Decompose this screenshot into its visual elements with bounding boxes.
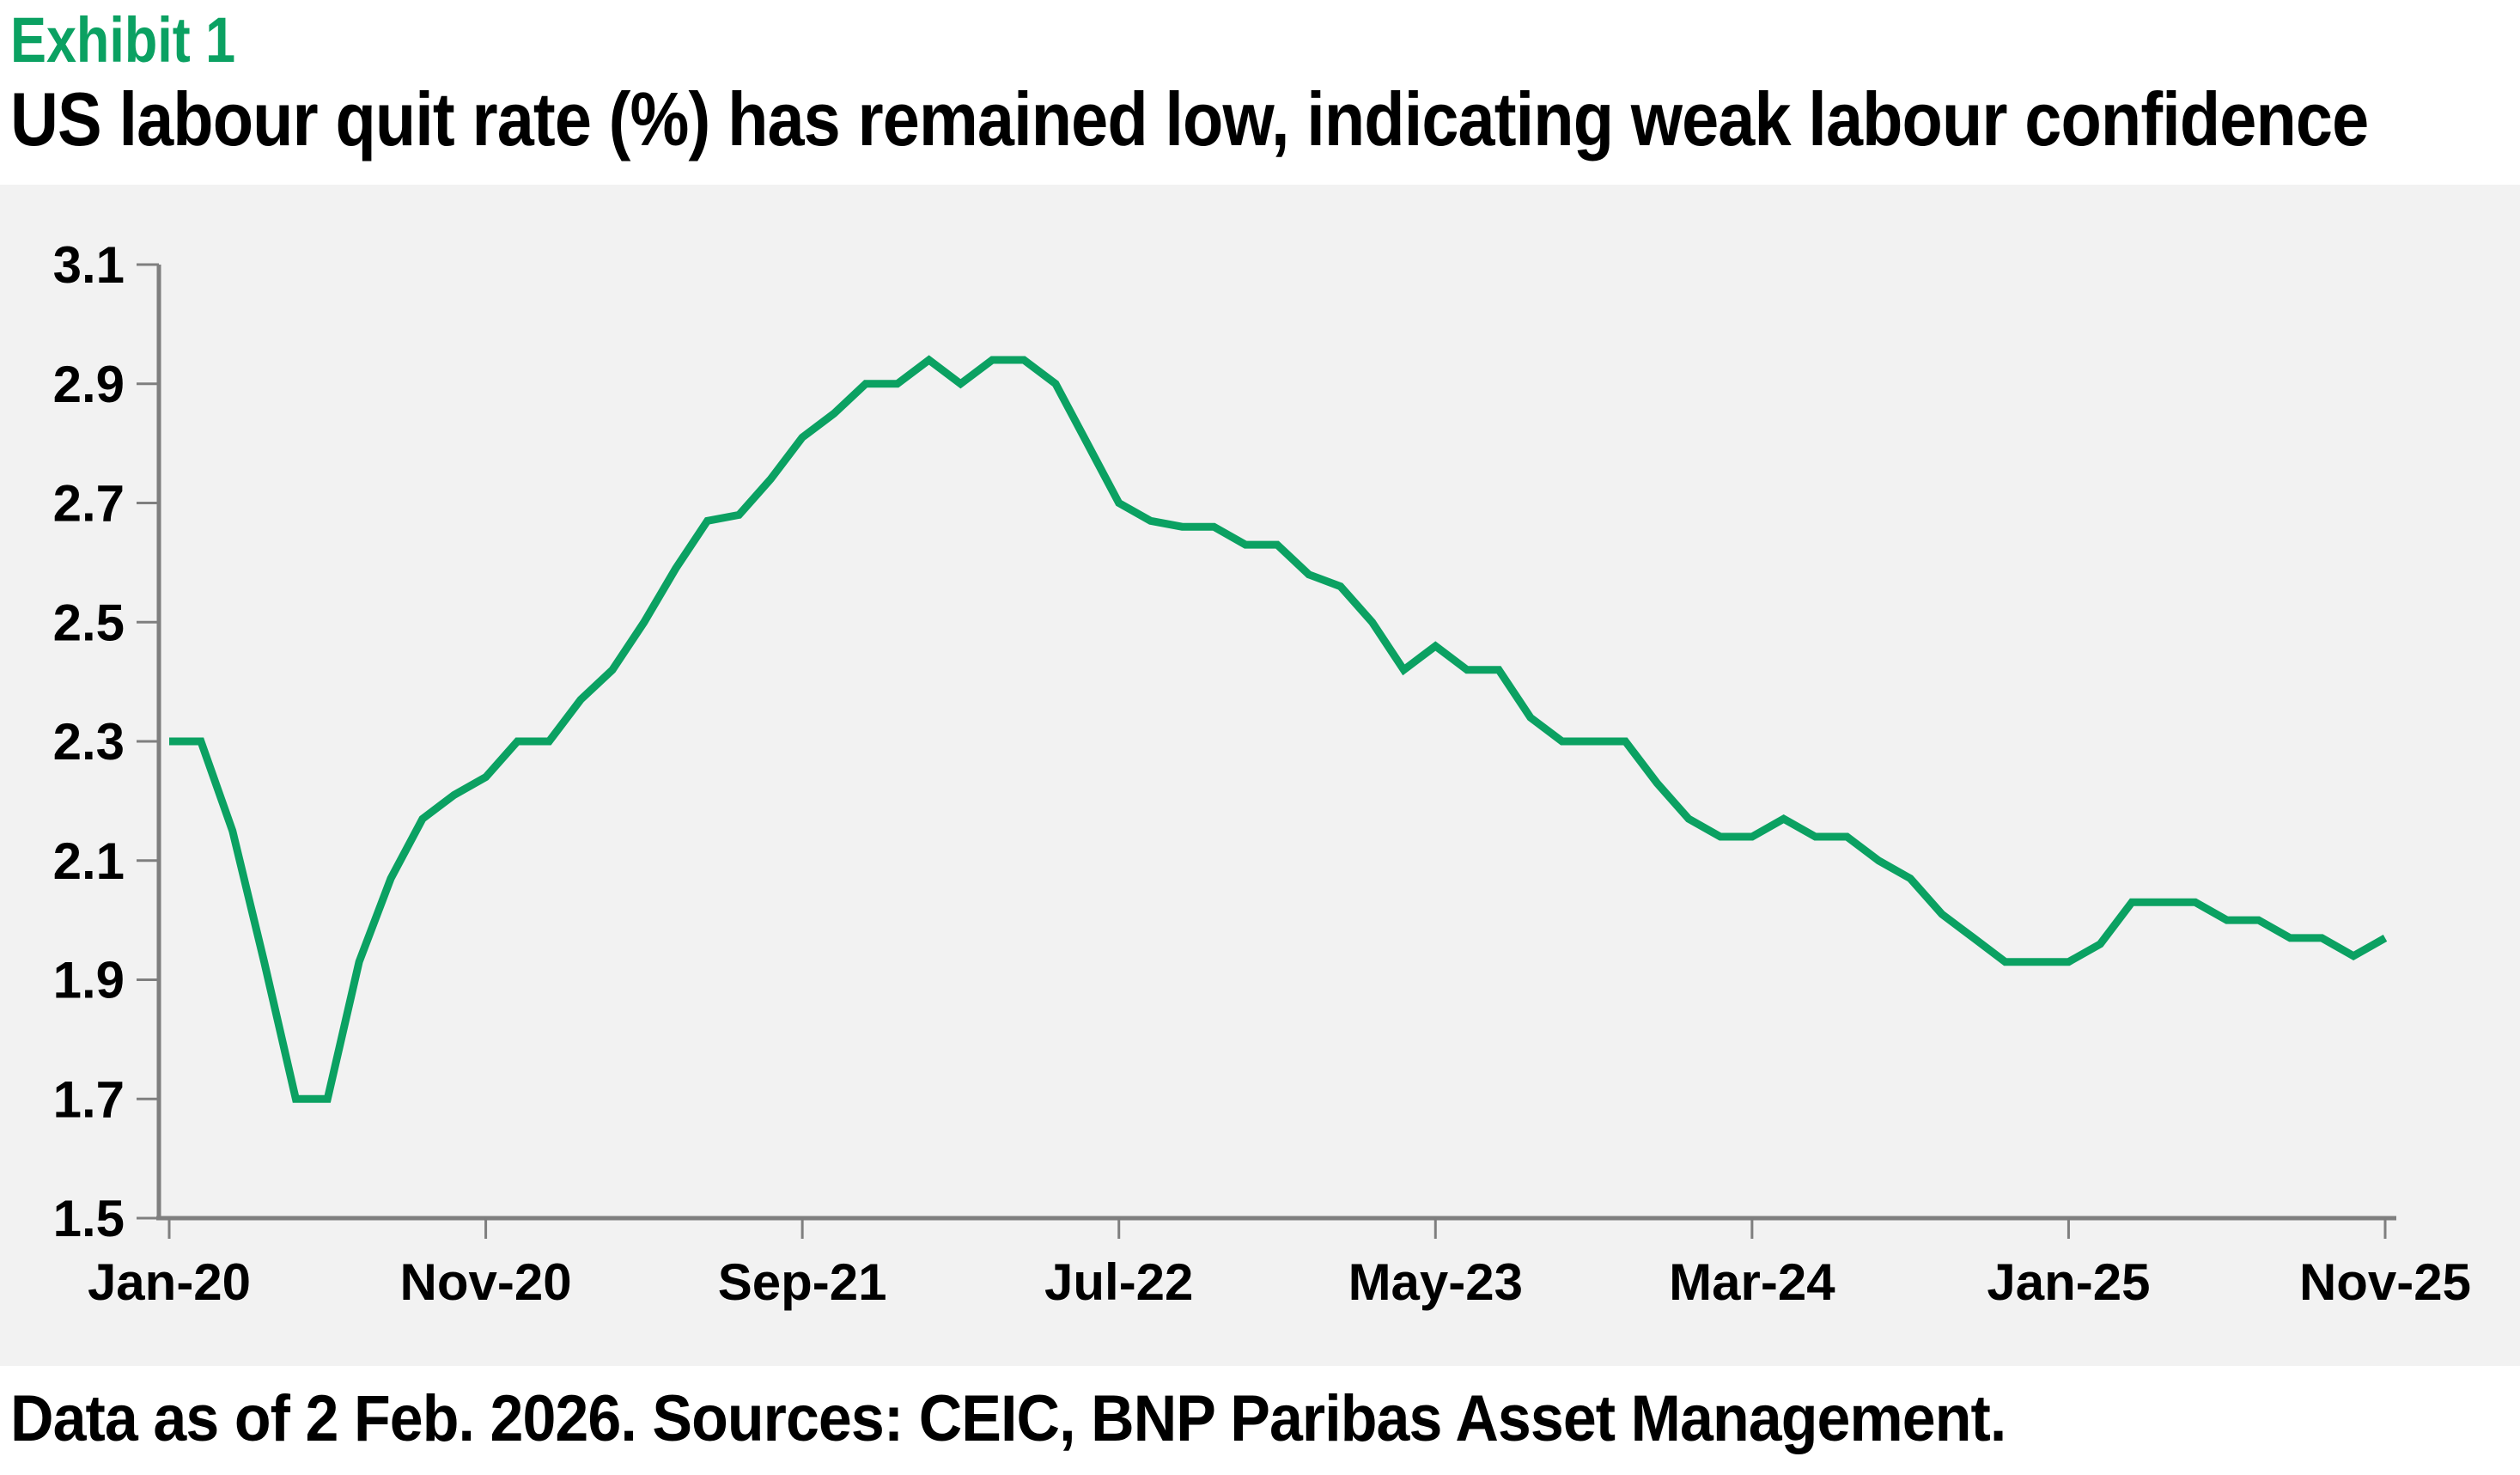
- x-tick-label: Sep-21: [718, 1253, 887, 1311]
- exhibit-label: Exhibit 1: [10, 4, 236, 76]
- page-title: US labour quit rate (%) has remained low…: [10, 76, 2369, 162]
- x-tick-label: Jan-25: [1987, 1253, 2150, 1311]
- y-tick-label: 1.5: [53, 1190, 125, 1247]
- x-tick-label: May-23: [1348, 1253, 1523, 1311]
- x-tick-label: Mar-24: [1669, 1253, 1835, 1311]
- y-tick-label: 1.7: [53, 1070, 125, 1128]
- y-tick-label: 2.9: [53, 356, 125, 413]
- x-tick-label: Jul-22: [1044, 1253, 1193, 1311]
- y-tick-label: 3.1: [53, 236, 125, 294]
- x-tick-label: Nov-25: [2299, 1253, 2471, 1311]
- y-tick-label: 1.9: [53, 952, 125, 1009]
- x-tick-label: Jan-20: [88, 1253, 251, 1311]
- x-tick-label: Nov-20: [400, 1253, 572, 1311]
- quit-rate-line-chart: 1.5 1.7 1.9 2.1 2.3 2.5 2.7 2.9 3.1 Jan-20 Nov-20 S…: [0, 185, 2520, 1366]
- y-tick-label: 2.3: [53, 713, 125, 771]
- y-tick-label: 2.7: [53, 475, 125, 533]
- chart-panel: 1.5 1.7 1.9 2.1 2.3 2.5 2.7 2.9 3.1 Jan-20 Nov-20 S…: [0, 185, 2520, 1366]
- y-tick-label: 2.1: [53, 832, 125, 890]
- y-tick-label: 2.5: [53, 594, 125, 651]
- footer-note: Data as of 2 Feb. 2026. Sources: CEIC, B…: [10, 1382, 2006, 1455]
- quit-rate-series: [169, 355, 2388, 1103]
